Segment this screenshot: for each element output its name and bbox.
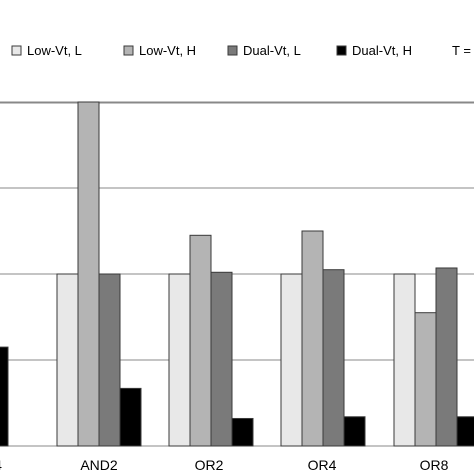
legend-swatch xyxy=(11,45,22,56)
legend: Low-Vt, L Low-Vt, H Dual-Vt, L Dual-Vt, H T … xyxy=(11,43,471,58)
legend-swatch xyxy=(123,45,134,56)
legend-swatch xyxy=(336,45,347,56)
bar-dual-vt-h xyxy=(0,346,9,447)
bar-dual-vt-l xyxy=(210,271,233,447)
legend-swatch xyxy=(227,45,238,56)
bar-low-vt-h xyxy=(77,101,100,447)
bar-dual-vt-l xyxy=(98,273,121,447)
bar-dual-vt-h xyxy=(456,416,474,447)
legend-label: Dual-Vt, L xyxy=(243,43,301,58)
x-tick-label: 4 xyxy=(0,457,2,473)
bar-dual-vt-l xyxy=(322,269,345,447)
x-tick-label: AND2 xyxy=(80,457,118,473)
x-tick-labels: 4 AND2 OR2 OR4 OR8 xyxy=(0,457,449,473)
legend-label: Low-Vt, L xyxy=(27,43,82,58)
x-tick-label: OR8 xyxy=(420,457,449,473)
legend-label: Dual-Vt, H xyxy=(352,43,412,58)
legend-label: Low-Vt, H xyxy=(139,43,196,58)
bar-dual-vt-h xyxy=(231,417,254,447)
x-tick-label: OR2 xyxy=(195,457,224,473)
bar-low-vt-h xyxy=(189,234,212,447)
bar-low-vt-l xyxy=(168,273,191,447)
bar-low-vt-l xyxy=(393,273,416,447)
x-tick-label: OR4 xyxy=(308,457,337,473)
legend-partial-label: T = xyxy=(452,43,471,58)
bar-dual-vt-h xyxy=(343,416,366,447)
bar-low-vt-l xyxy=(56,273,79,447)
bar-low-vt-h xyxy=(414,312,437,447)
bars xyxy=(0,101,474,447)
bar-dual-vt-l xyxy=(435,267,458,447)
bar-low-vt-h xyxy=(301,230,324,447)
bar-low-vt-l xyxy=(280,273,303,447)
bar-dual-vt-h xyxy=(119,387,142,447)
